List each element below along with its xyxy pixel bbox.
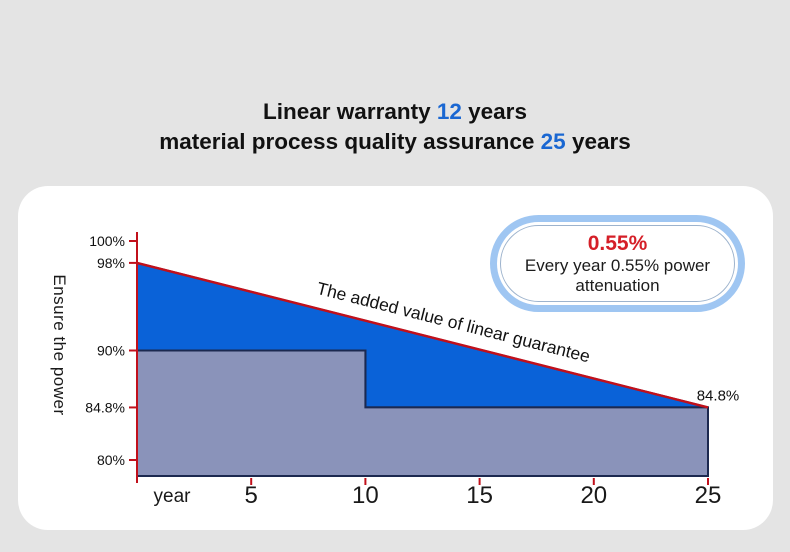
title-number: 12	[436, 99, 462, 124]
x-tick-label: 25	[695, 482, 722, 509]
title-line-1: Linear warranty 12 years	[0, 97, 790, 127]
y-tick-label: 100%	[89, 233, 125, 249]
title-text: material process quality assurance	[159, 129, 541, 154]
x-tick-label: 15	[466, 482, 493, 509]
title-text: years	[461, 99, 527, 124]
x-axis-title: year	[154, 486, 192, 507]
title-line-2: material process quality assurance 25 ye…	[0, 127, 790, 157]
page-title: Linear warranty 12 years material proces…	[0, 97, 790, 157]
attenuation-badge: 0.55% Every year 0.55% power attenuation	[490, 215, 745, 312]
x-tick-label: 10	[352, 482, 379, 509]
x-tick-label: 20	[580, 482, 607, 509]
badge-headline: 0.55%	[587, 231, 648, 255]
end-value-label: 84.8%	[697, 387, 740, 404]
linear-warranty-line	[136, 261, 709, 409]
y-tick-label: 90%	[97, 343, 125, 359]
title-text: years	[565, 129, 631, 154]
y-tick-label: 84.8%	[85, 399, 125, 415]
y-tick-label: 80%	[97, 452, 125, 468]
chart-panel: 100% 98% 90% 84.8% 80% 5 10 15 20 25 year 84.8% The …	[18, 186, 773, 530]
warranty-chart: 100%98%90%84.8%80%5 10 15 20 25year84.8%The …	[85, 232, 740, 509]
y-tick-label: 98%	[97, 255, 125, 271]
x-tick-label: 5	[245, 482, 258, 509]
title-text: Linear warranty	[263, 99, 437, 124]
title-number: 25	[540, 129, 566, 154]
y-axis-title: Ensure the power	[50, 274, 69, 416]
badge-body: Every year 0.55% power attenuation	[524, 255, 711, 296]
